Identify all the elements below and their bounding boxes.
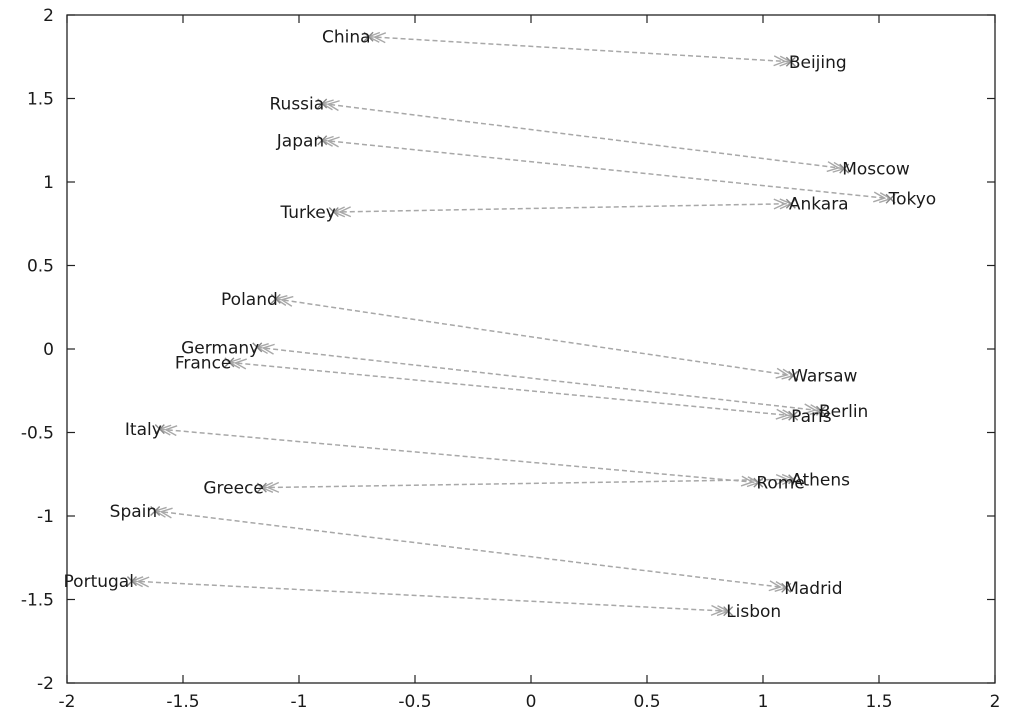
x-tick-label: -2 [59, 692, 76, 712]
label-greece: Greece [203, 479, 264, 499]
marker-beijing [785, 56, 796, 67]
label-poland: Poland [221, 290, 278, 310]
label-warsaw: Warsaw [791, 367, 857, 387]
connector-japan [322, 139, 891, 200]
connector-poland [275, 298, 794, 377]
label-ankara: Ankara [789, 195, 849, 215]
label-italy: Italy [125, 420, 162, 440]
y-tick-label: 1 [43, 173, 54, 193]
y-tick-label: 1.5 [27, 90, 54, 110]
x-tick-label: -1.5 [166, 692, 199, 712]
label-germany: Germany [181, 338, 259, 358]
country-capital-connectors [130, 31, 893, 617]
marker-rome [753, 477, 764, 488]
marker-tokyo [885, 193, 896, 204]
x-tick-label: 1 [758, 692, 769, 712]
label-madrid: Madrid [784, 579, 842, 599]
marker-spain [150, 505, 161, 516]
x-tick-label: -0.5 [398, 692, 431, 712]
label-paris: Paris [791, 407, 832, 427]
connector-italy [159, 428, 759, 484]
marker-poland [270, 293, 281, 304]
point-markers [126, 31, 896, 617]
marker-moscow [839, 163, 850, 174]
x-tick-label: 2 [990, 692, 1001, 712]
marker-portugal [126, 576, 137, 587]
y-tick-label: 2 [43, 6, 54, 26]
label-spain: Spain [110, 502, 158, 522]
x-tick-label: 0.5 [633, 692, 660, 712]
marker-lisbon [723, 606, 734, 617]
marker-russia [317, 98, 328, 109]
label-berlin: Berlin [819, 402, 868, 422]
connector-russia [322, 102, 845, 170]
label-lisbon: Lisbon [726, 602, 781, 622]
connector-france [229, 361, 794, 417]
marker-turkey [328, 207, 339, 218]
marker-warsaw [788, 370, 799, 381]
x-tick-label: 0 [526, 692, 537, 712]
x-tick-label: 1.5 [865, 692, 892, 712]
marker-ankara [785, 198, 796, 209]
y-tick-label: 0.5 [27, 257, 54, 277]
label-japan: Japan [276, 131, 324, 151]
marker-athens [788, 474, 799, 485]
marker-greece [256, 482, 267, 493]
marker-berlin [816, 405, 826, 416]
connector-spain [155, 510, 787, 589]
connector-portugal [131, 580, 729, 612]
label-athens: Athens [791, 470, 850, 490]
label-portugal: Portugal [64, 572, 134, 592]
connector-turkey [333, 202, 791, 213]
connector-germany [257, 346, 822, 412]
marker-italy [154, 424, 165, 435]
marker-france [224, 357, 235, 368]
label-moscow: Moscow [842, 160, 910, 180]
y-tick-label: -1 [37, 507, 54, 527]
marker-madrid [781, 582, 792, 593]
label-china: China [322, 28, 371, 48]
y-tick-label: 0 [43, 340, 54, 360]
label-russia: Russia [270, 95, 325, 115]
marker-japan [317, 135, 328, 146]
y-tick-label: -0.5 [21, 424, 54, 444]
marker-paris [788, 410, 799, 421]
marker-china [363, 31, 374, 42]
label-beijing: Beijing [789, 53, 847, 73]
axis-tick-labels: -2 -1.5 -1 -0.5 0 0.5 1 1.5 2 -2 -1.5 -1 -0.5 0 0.5 1 1.… [21, 6, 1001, 712]
label-rome: Rome [756, 474, 804, 494]
y-tick-label: -1.5 [21, 591, 54, 611]
connector-china [368, 35, 791, 63]
point-labels: China Beijing Russia Moscow Japan Tokyo Turkey… [64, 28, 937, 622]
connector-greece [261, 478, 794, 489]
label-tokyo: Tokyo [888, 190, 937, 210]
x-tick-label: -1 [291, 692, 308, 712]
marker-germany [252, 342, 263, 353]
label-france: France [175, 353, 232, 373]
label-turkey: Turkey [279, 203, 335, 223]
plot-frame [66, 14, 996, 684]
y-tick-label: -2 [37, 674, 54, 694]
